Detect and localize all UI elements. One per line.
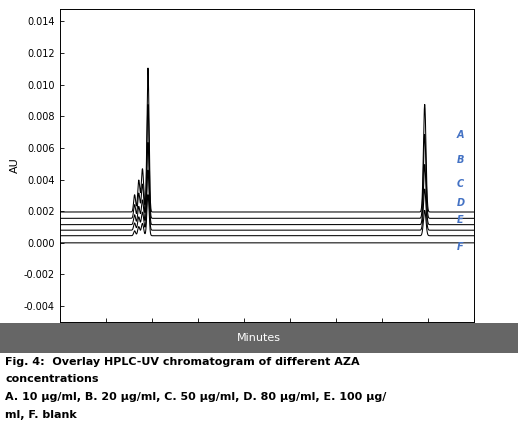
Text: A. 10 μg/ml, B. 20 μg/ml, C. 50 μg/ml, D. 80 μg/ml, E. 100 μg/: A. 10 μg/ml, B. 20 μg/ml, C. 50 μg/ml, D… [5, 392, 386, 402]
Y-axis label: AU: AU [9, 158, 19, 173]
Text: D: D [456, 198, 465, 208]
Text: B: B [456, 155, 464, 165]
Text: concentrations: concentrations [5, 374, 99, 385]
Text: ml, F. blank: ml, F. blank [5, 410, 77, 420]
Text: Fig. 4:  Overlay HPLC-UV chromatogram of different AZA: Fig. 4: Overlay HPLC-UV chromatogram of … [5, 357, 360, 367]
Text: F: F [456, 242, 463, 252]
Text: A: A [456, 130, 464, 140]
Text: Minutes: Minutes [237, 333, 281, 343]
Text: E: E [456, 215, 463, 225]
Text: C: C [456, 179, 464, 188]
